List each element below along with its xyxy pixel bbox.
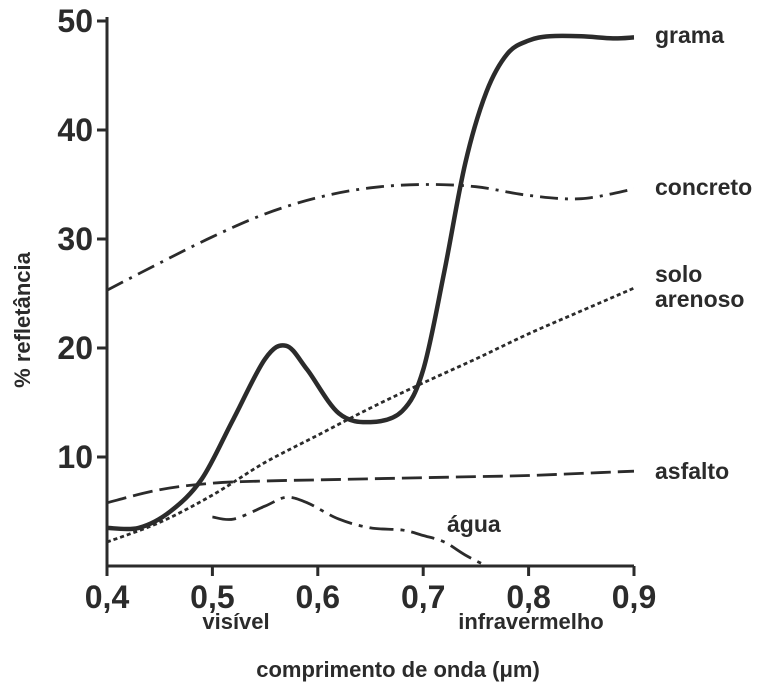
region-label-visivel: visível [202,609,269,634]
series-label: concreto [655,174,752,200]
y-axis-title: % refletância [10,251,35,387]
region-label-infravermelho: infravermelho [458,609,604,634]
series-line-grama [106,33,635,532]
series-label: asfalto [655,458,729,484]
series-line-asfalto [106,469,635,505]
y-tick-label: 10 [57,439,93,475]
series-label: grama [655,22,724,48]
x-axis-title: comprimento de onda (μm) [256,657,540,682]
series-line-concreto [106,183,635,292]
ticks: 0,4 0,5 0,6 0,7 0,8 0,9 10 20 30 40 50 [57,3,656,615]
series-layer [106,33,635,568]
x-tick-label: 0,9 [612,579,656,615]
series-label: água [447,511,501,537]
x-tick-label: 0,4 [85,579,130,615]
series-line-solo-arenoso [106,286,635,544]
x-tick-label: 0,6 [296,579,340,615]
series-label: solo [655,261,702,287]
series-line-água [212,495,488,568]
x-tick-label: 0,8 [506,579,550,615]
y-tick-label: 20 [57,330,93,366]
y-tick-label: 30 [57,221,93,257]
series-label: arenoso [655,286,744,312]
y-tick-label: 50 [57,3,93,39]
y-tick-label: 40 [57,112,93,148]
x-tick-label: 0,7 [401,579,445,615]
x-tick-label: 0,5 [190,579,234,615]
axes [105,17,634,568]
